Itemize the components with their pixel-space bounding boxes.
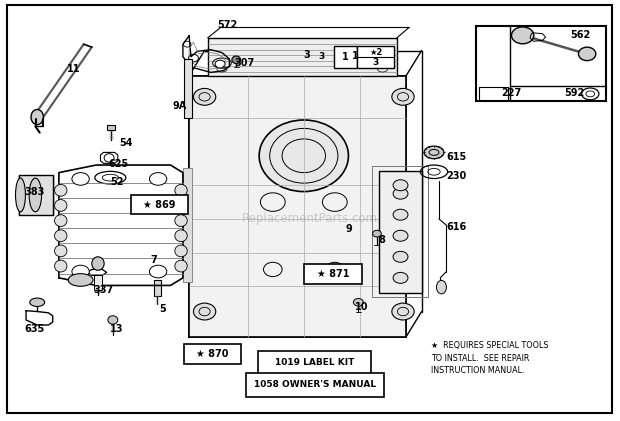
Ellipse shape <box>55 184 67 196</box>
Text: ReplacementParts.com: ReplacementParts.com <box>242 213 378 225</box>
Ellipse shape <box>16 178 25 212</box>
Bar <box>476 26 606 101</box>
Text: 3: 3 <box>373 58 379 67</box>
Ellipse shape <box>393 180 408 191</box>
Ellipse shape <box>392 303 414 320</box>
Text: 10: 10 <box>355 302 368 312</box>
FancyBboxPatch shape <box>258 351 371 374</box>
Ellipse shape <box>424 146 444 159</box>
Ellipse shape <box>232 56 241 64</box>
Ellipse shape <box>55 215 67 226</box>
Ellipse shape <box>184 41 191 47</box>
Bar <box>189 76 406 337</box>
Text: ★ 869: ★ 869 <box>143 200 176 210</box>
Ellipse shape <box>72 173 89 185</box>
Ellipse shape <box>353 298 363 306</box>
Bar <box>183 168 192 282</box>
Ellipse shape <box>393 188 408 199</box>
Text: 9: 9 <box>345 224 352 234</box>
Ellipse shape <box>392 88 414 105</box>
Bar <box>184 59 192 118</box>
Text: 3: 3 <box>318 52 324 61</box>
FancyBboxPatch shape <box>184 344 241 364</box>
Ellipse shape <box>188 54 198 62</box>
Ellipse shape <box>373 230 381 237</box>
Bar <box>379 171 422 293</box>
Bar <box>372 166 428 297</box>
Ellipse shape <box>512 27 534 44</box>
Text: 615: 615 <box>446 152 467 162</box>
Text: 54: 54 <box>119 138 133 148</box>
Ellipse shape <box>72 265 89 278</box>
Ellipse shape <box>149 173 167 185</box>
Ellipse shape <box>55 230 67 242</box>
Ellipse shape <box>175 260 187 272</box>
Text: 383: 383 <box>25 187 45 197</box>
Ellipse shape <box>108 316 118 324</box>
Text: 230: 230 <box>446 171 467 181</box>
Ellipse shape <box>68 274 93 286</box>
Ellipse shape <box>578 47 596 61</box>
Ellipse shape <box>55 245 67 257</box>
Bar <box>334 46 357 68</box>
Text: 52: 52 <box>110 177 124 187</box>
Ellipse shape <box>55 260 67 272</box>
Text: 5: 5 <box>159 304 166 314</box>
Ellipse shape <box>259 120 348 192</box>
Ellipse shape <box>31 109 43 125</box>
Bar <box>479 87 508 100</box>
Ellipse shape <box>175 230 187 242</box>
Text: 7: 7 <box>151 255 157 265</box>
Text: 8: 8 <box>378 235 385 245</box>
Ellipse shape <box>393 230 408 241</box>
Ellipse shape <box>393 251 408 262</box>
Text: ★ 871: ★ 871 <box>317 269 350 279</box>
Ellipse shape <box>215 60 225 68</box>
Text: 592: 592 <box>564 88 585 99</box>
Text: ★  REQUIRES SPECIAL TOOLS
TO INSTALL.  SEE REPAIR
INSTRUCTION MANUAL.: ★ REQUIRES SPECIAL TOOLS TO INSTALL. SEE… <box>431 341 549 375</box>
Ellipse shape <box>30 298 45 306</box>
Bar <box>208 38 397 76</box>
Text: 11: 11 <box>67 64 81 75</box>
Ellipse shape <box>193 88 216 105</box>
Ellipse shape <box>393 272 408 283</box>
Text: 9A: 9A <box>172 101 187 111</box>
Text: 572: 572 <box>217 20 237 30</box>
Ellipse shape <box>92 257 104 270</box>
Text: 1058 OWNER'S MANUAL: 1058 OWNER'S MANUAL <box>254 380 376 389</box>
Text: 13: 13 <box>110 324 124 334</box>
Text: 625: 625 <box>108 159 129 169</box>
Text: 3: 3 <box>304 50 311 60</box>
Bar <box>94 275 102 290</box>
Ellipse shape <box>175 184 187 196</box>
Text: 1019 LABEL KIT: 1019 LABEL KIT <box>275 358 355 367</box>
FancyBboxPatch shape <box>131 195 188 214</box>
Text: 1: 1 <box>342 52 348 62</box>
Text: 1: 1 <box>352 51 359 61</box>
FancyBboxPatch shape <box>246 373 384 397</box>
Text: 562: 562 <box>570 29 591 40</box>
Text: 635: 635 <box>25 324 45 334</box>
Ellipse shape <box>393 209 408 220</box>
Ellipse shape <box>175 215 187 226</box>
Text: 227: 227 <box>501 88 521 99</box>
Ellipse shape <box>175 200 187 211</box>
Text: 337: 337 <box>93 285 113 296</box>
Ellipse shape <box>29 178 42 212</box>
Bar <box>19 175 53 215</box>
Text: 616: 616 <box>446 222 467 232</box>
Bar <box>107 125 115 130</box>
Text: ★2: ★2 <box>369 48 383 57</box>
Ellipse shape <box>193 303 216 320</box>
Ellipse shape <box>175 245 187 257</box>
Bar <box>357 46 394 68</box>
FancyBboxPatch shape <box>304 264 362 284</box>
Text: ★ 870: ★ 870 <box>196 349 229 359</box>
Ellipse shape <box>436 280 446 294</box>
Ellipse shape <box>149 265 167 278</box>
Ellipse shape <box>55 200 67 211</box>
Text: 307: 307 <box>234 58 255 68</box>
Bar <box>154 280 161 296</box>
